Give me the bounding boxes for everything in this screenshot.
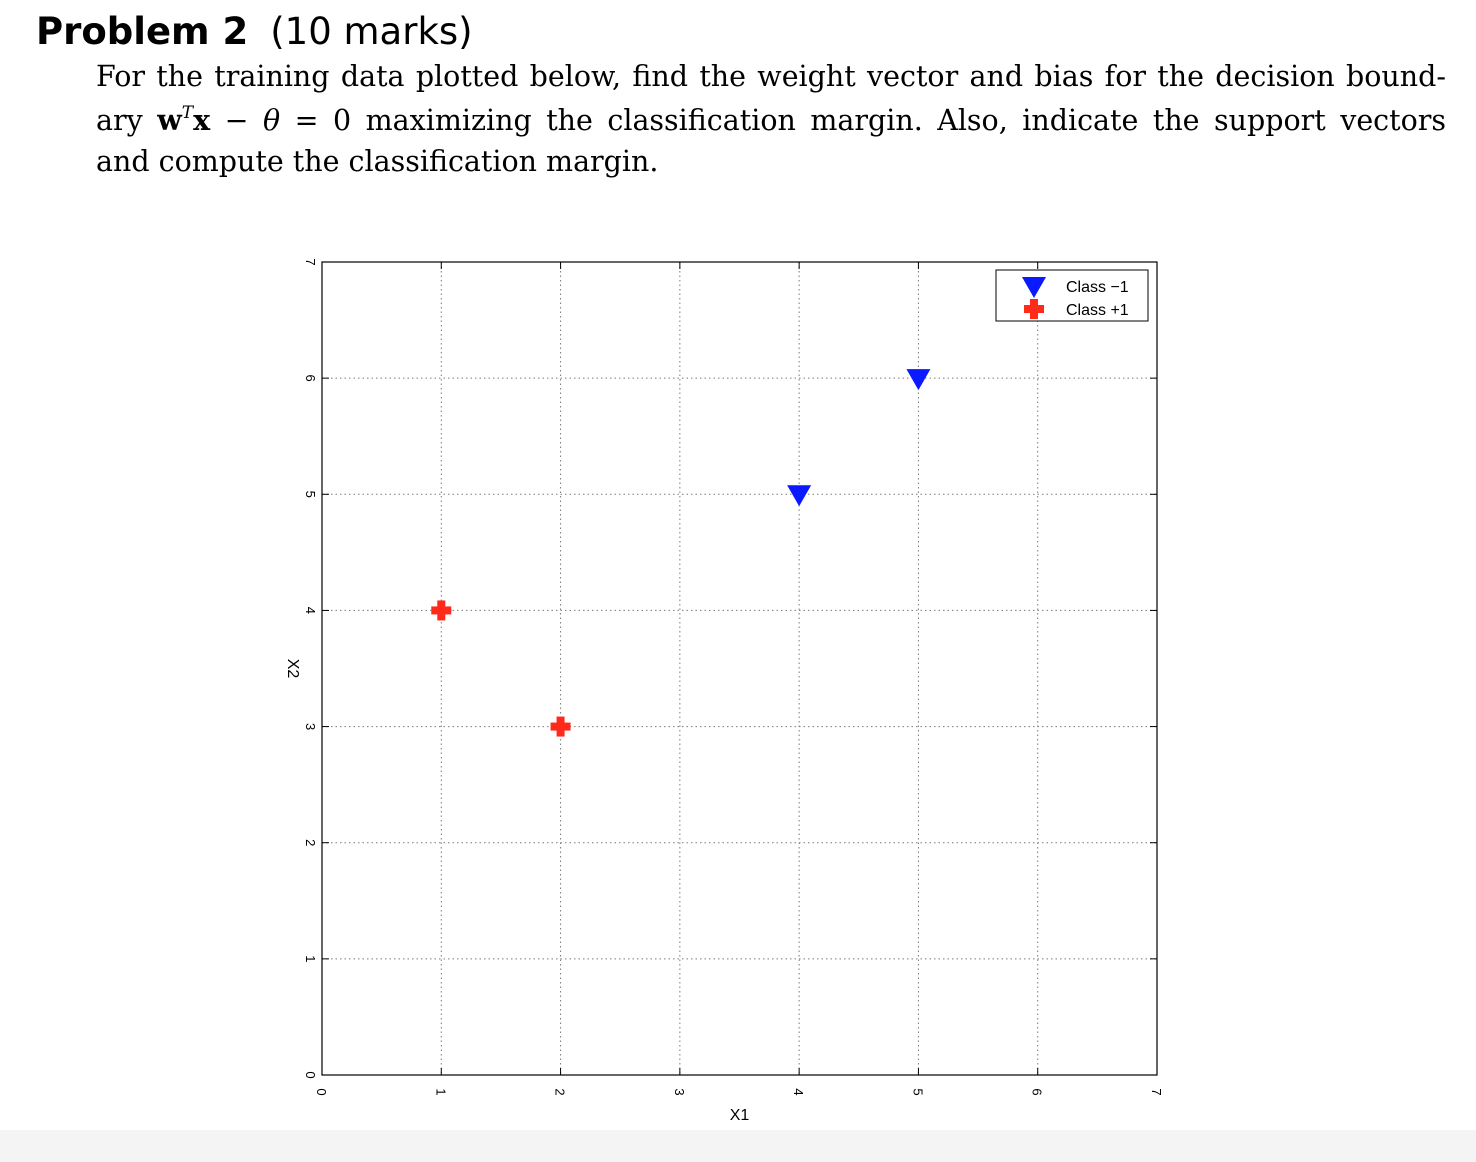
plus-marker-v [437,600,446,621]
statement-line-2-start: ary [96,104,143,137]
legend-marker-class-plus-v [1030,299,1038,319]
problem-title: Problem 2 [36,10,249,53]
y-tick-label: 2 [303,839,318,846]
problem-marks: (10 marks) [270,10,473,53]
x-tick-label: 2 [553,1088,568,1095]
transpose-symbol: T [181,103,194,123]
x-tick-label: 5 [910,1088,925,1095]
problem-heading: Problem 2 (10 marks) [36,10,473,53]
data-point-class-plus [550,716,571,737]
theta-symbol: θ [262,104,281,137]
y-tick-label: 7 [303,258,318,265]
legend-marker-class-minus [1022,277,1046,298]
legend: Class −1 Class +1 [995,269,1149,322]
statement-line-2-end: = 0 maximizing the classification margin… [280,104,1447,137]
statement-line-2: ary wTx − θ = 0 maximizing the classific… [96,99,1446,142]
bottom-bar [0,1130,1476,1162]
legend-box [995,269,1149,322]
y-tick-label: 5 [303,491,318,498]
data-point-class-plus [431,600,452,621]
statement-line-3: and compute the classification margin. [96,145,659,178]
x-tick-label: 1 [433,1088,448,1095]
x-axis-label: X1 [730,1107,750,1124]
x-tick-label: 7 [1149,1088,1164,1095]
x-tick-label: 6 [1030,1088,1045,1095]
x-tick-label: 4 [791,1088,806,1095]
plus-marker-v [556,716,565,737]
y-axis-label: X2 [284,659,301,679]
y-tick-label: 3 [303,723,318,730]
y-tick-label: 4 [303,607,318,614]
weight-vector-symbol: w [157,103,182,137]
y-tick-label: 1 [303,955,318,962]
statement-line-1: For the training data plotted below, fin… [96,60,1446,93]
x-tick-label: 3 [672,1088,687,1095]
legend-label: Class −1 [1066,279,1129,296]
y-tick-label: 6 [303,375,318,382]
data-point-class-minus [787,485,812,507]
x-tick-label: 0 [314,1088,329,1095]
y-tick-label: 0 [303,1071,318,1078]
plot-frame [321,261,1158,1076]
input-vector-symbol: x [193,103,211,137]
minus-sign: − [210,104,263,137]
data-point-class-minus [906,369,931,391]
legend-label: Class +1 [1066,302,1129,319]
